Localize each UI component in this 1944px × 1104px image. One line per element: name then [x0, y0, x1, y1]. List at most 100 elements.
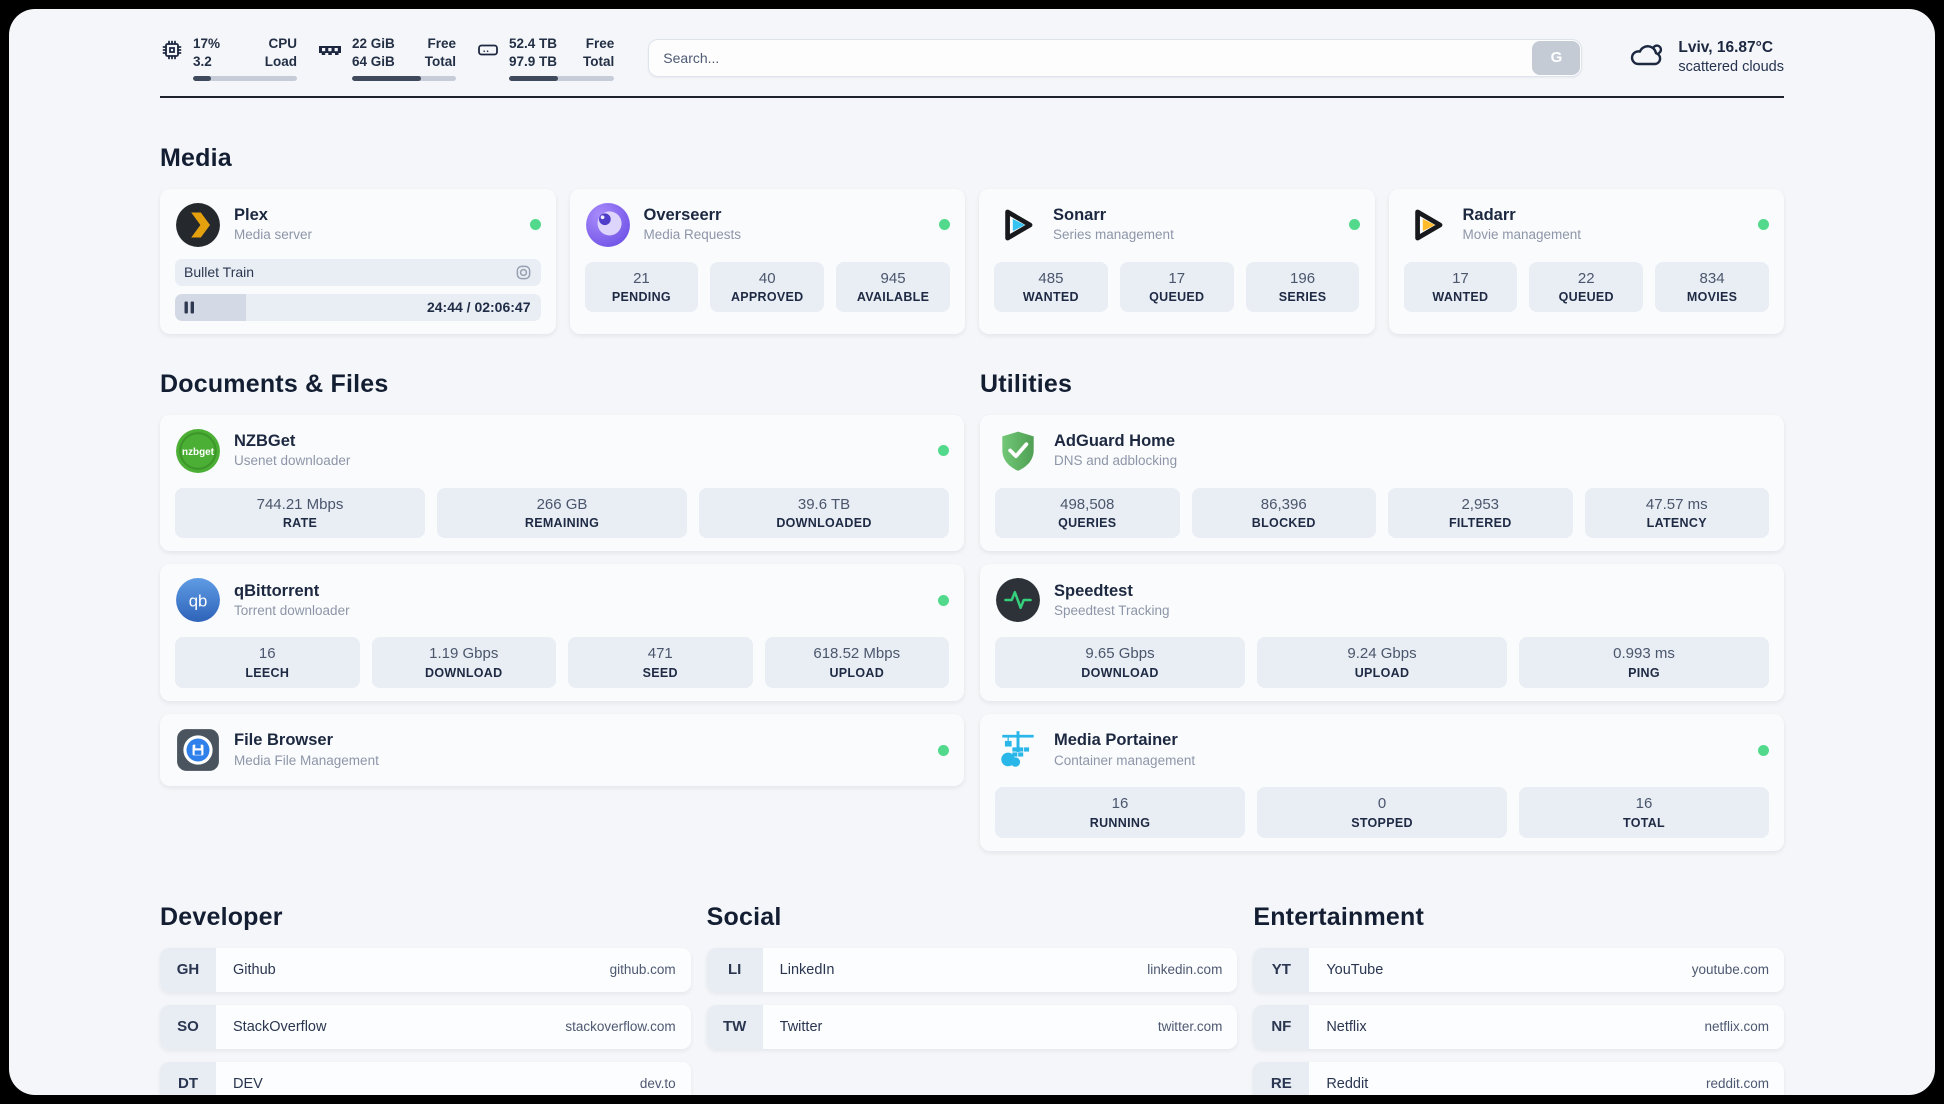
- stat-label: Free: [585, 36, 615, 51]
- app-card-sonarr[interactable]: Sonarr Series management 485 WANTED 17 Q…: [979, 188, 1375, 334]
- stat-tile: 22 QUEUED: [1529, 261, 1644, 313]
- bookmark-column-social: Social LI LinkedIn linkedin.com TW Twitt…: [706, 903, 1238, 1062]
- bookmark-stackoverflow[interactable]: SO StackOverflow stackoverflow.com: [160, 1004, 691, 1049]
- app-subtitle: Media File Management: [234, 752, 379, 768]
- bookmark-netflix[interactable]: NF Netflix netflix.com: [1253, 1004, 1784, 1049]
- bookmark-reddit[interactable]: RE Reddit reddit.com: [1253, 1061, 1784, 1095]
- app-name: NZBGet: [234, 431, 296, 450]
- stat-tile: 471 SEED: [568, 637, 753, 689]
- stat-label: Free: [427, 36, 456, 51]
- cpu-icon: [160, 38, 184, 62]
- adguard-icon: [995, 428, 1041, 474]
- stat-tile: 945 AVAILABLE: [836, 261, 950, 313]
- stat-tile: 498,508 QUERIES: [995, 487, 1180, 539]
- bookmark-github[interactable]: GH Github github.com: [160, 947, 691, 992]
- bookmark-name: Twitter: [779, 1018, 823, 1035]
- app-name: Speedtest: [1054, 581, 1133, 600]
- bookmark-url: twitter.com: [1157, 1019, 1223, 1035]
- bookmark-youtube[interactable]: YT YouTube youtube.com: [1253, 947, 1784, 992]
- bookmark-name: DEV: [233, 1075, 263, 1092]
- svg-text:qb: qb: [189, 592, 208, 611]
- bookmark-dev[interactable]: DT DEV dev.to: [160, 1061, 691, 1095]
- weather-widget: Lviv, 16.87°C scattered clouds: [1626, 38, 1784, 77]
- stat-tile: 9.65 Gbps DOWNLOAD: [995, 637, 1245, 689]
- section-title-entertainment: Entertainment: [1253, 902, 1425, 931]
- cpu-stat: 17% CPU 3.2 Load: [160, 35, 297, 81]
- stat-tile: 39.6 TB DOWNLOADED: [699, 487, 949, 539]
- search-engine-button[interactable]: G: [1532, 40, 1581, 75]
- section-title-media: Media: [160, 143, 232, 172]
- app-card-filebrowser[interactable]: File Browser Media File Management: [160, 714, 964, 787]
- bookmark-name: Github: [233, 961, 276, 978]
- app-name: Overseerr: [643, 205, 722, 224]
- portainer-icon: [995, 727, 1041, 773]
- bookmark-url: youtube.com: [1691, 962, 1769, 978]
- bookmark-abbr: RE: [1253, 1061, 1310, 1095]
- disk-stat: 52.4 TB Free 97.9 TB Total: [476, 35, 615, 81]
- app-subtitle: DNS and adblocking: [1054, 453, 1178, 469]
- header-divider: [160, 95, 1784, 98]
- pause-icon: [184, 301, 195, 314]
- search-bar: G: [648, 38, 1583, 77]
- stat-tile: 0.993 ms PING: [1519, 637, 1769, 689]
- bookmark-abbr: YT: [1253, 947, 1310, 992]
- stat-value: 64 GiB: [352, 54, 395, 70]
- section-title-developer: Developer: [160, 902, 283, 931]
- bookmark-name: StackOverflow: [233, 1018, 327, 1035]
- session-icon[interactable]: [515, 264, 532, 281]
- app-card-qbittorrent[interactable]: qb qBittorrent Torrent downloader 16 LEE…: [160, 564, 964, 702]
- app-subtitle: Container management: [1054, 752, 1196, 768]
- stat-label: Total: [583, 54, 615, 70]
- svg-text:nzbget: nzbget: [182, 447, 215, 458]
- bookmark-abbr: DT: [160, 1061, 216, 1095]
- weather-location-temp: Lviv, 16.87°C: [1678, 39, 1774, 57]
- stat-label: Total: [424, 54, 456, 70]
- app-subtitle: Series management: [1053, 227, 1174, 243]
- stat-tile: 1.19 Gbps DOWNLOAD: [371, 637, 556, 689]
- stat-tile: 16 TOTAL: [1519, 787, 1769, 838]
- bookmark-abbr: NF: [1253, 1004, 1310, 1049]
- app-card-overseerr[interactable]: Overseerr Media Requests 21 PENDING 40 A…: [569, 188, 965, 334]
- app-name: Media Portainer: [1054, 731, 1178, 750]
- bookmark-twitter[interactable]: TW Twitter twitter.com: [706, 1004, 1238, 1049]
- stat-tile: 17 WANTED: [1403, 261, 1518, 313]
- app-card-radarr[interactable]: Radarr Movie management 17 WANTED 22 QUE…: [1388, 188, 1784, 334]
- sonarr-icon: [994, 202, 1040, 248]
- filebrowser-icon: [175, 727, 221, 773]
- section-title-documents: Documents & Files: [160, 369, 389, 398]
- dashboard-page: 17% CPU 3.2 Load: [9, 9, 1935, 1095]
- disk-icon: [476, 38, 500, 62]
- stat-tile: 47.57 ms LATENCY: [1584, 487, 1769, 539]
- stat-tile: 618.52 Mbps UPLOAD: [764, 637, 949, 689]
- app-card-portainer[interactable]: Media Portainer Container management 16 …: [980, 714, 1784, 851]
- media-card-row: Plex Media server Bullet Train 24:44: [160, 188, 1784, 334]
- bookmark-column-entertainment: Entertainment YT YouTube youtube.com NF …: [1253, 903, 1784, 1095]
- bookmark-url: netflix.com: [1704, 1019, 1769, 1035]
- bookmark-url: stackoverflow.com: [565, 1019, 676, 1035]
- now-playing-row: Bullet Train: [175, 258, 541, 286]
- stat-value: 52.4 TB: [509, 36, 558, 51]
- app-card-plex[interactable]: Plex Media server Bullet Train 24:44: [160, 188, 556, 334]
- stat-value: 97.9 TB: [509, 54, 558, 70]
- stat-tile: 0 STOPPED: [1257, 787, 1507, 838]
- bookmark-name: Netflix: [1326, 1018, 1367, 1035]
- bookmark-linkedin[interactable]: LI LinkedIn linkedin.com: [706, 947, 1238, 992]
- bookmark-url: reddit.com: [1705, 1076, 1769, 1092]
- playback-time: 24:44 / 02:06:47: [426, 299, 531, 316]
- stat-tile: 86,396 BLOCKED: [1191, 487, 1376, 539]
- playback-progress-bar: 24:44 / 02:06:47: [175, 293, 541, 321]
- cpu-progress-bar: [193, 75, 297, 81]
- ram-icon: [317, 38, 343, 62]
- search-input[interactable]: [648, 38, 1583, 77]
- status-dot: [1758, 219, 1769, 231]
- app-card-nzbget[interactable]: nzbget NZBGet Usenet downloader 744.21 M…: [160, 414, 964, 552]
- memory-stat: 22 GiB Free 64 GiB Total: [317, 35, 456, 81]
- app-card-adguard[interactable]: AdGuard Home DNS and adblocking 498,508 …: [980, 414, 1784, 552]
- stat-tile: 17 QUEUED: [1119, 261, 1234, 313]
- system-stats: 17% CPU 3.2 Load: [160, 35, 615, 81]
- now-playing-title: Bullet Train: [184, 264, 255, 281]
- memory-progress-bar: [352, 75, 456, 81]
- bookmark-abbr: GH: [160, 947, 216, 992]
- app-subtitle: Usenet downloader: [234, 453, 351, 469]
- app-card-speedtest[interactable]: Speedtest Speedtest Tracking 9.65 Gbps D…: [980, 564, 1784, 702]
